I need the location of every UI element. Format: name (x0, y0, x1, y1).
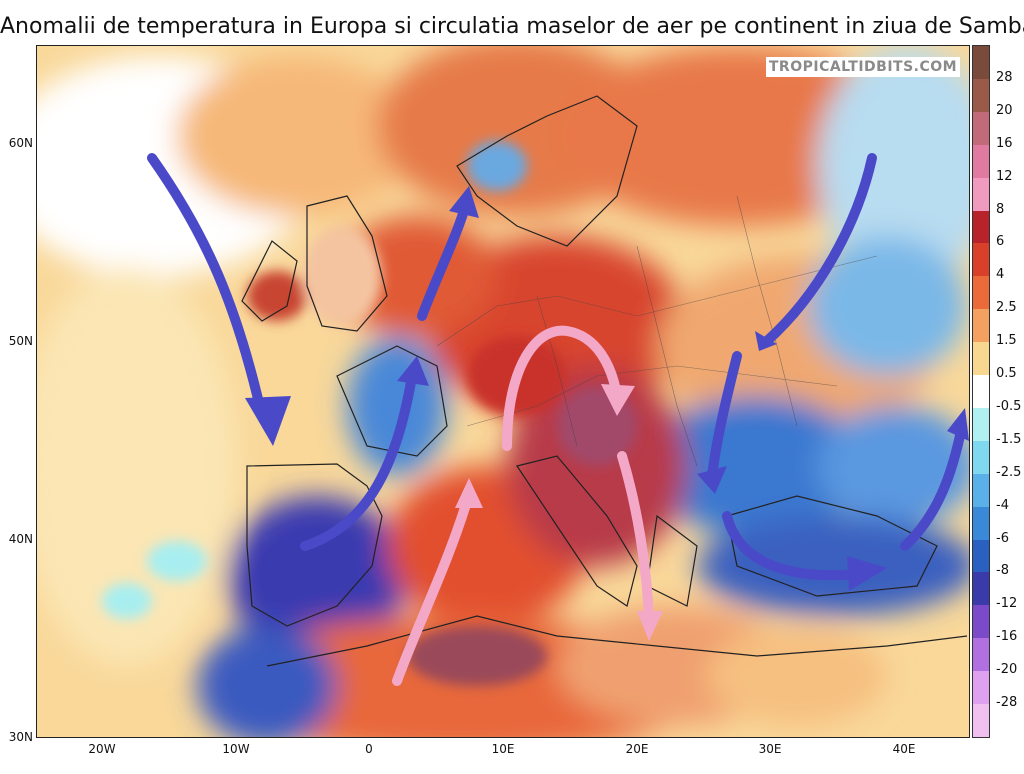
colorbar-label: -8 (996, 563, 1009, 579)
lon-label-40e: 40E (892, 742, 916, 756)
colorbar-label: -28 (996, 695, 1018, 711)
colorbar-label: 28 (996, 69, 1013, 85)
cold-arrow-balkans (707, 351, 742, 481)
cold-arrow-turkey (722, 511, 862, 581)
colorbar-segment (973, 671, 989, 705)
colorbar-label: -2.5 (996, 464, 1022, 480)
colorbar-label: -1.5 (996, 431, 1022, 447)
colorbar-segment (973, 78, 989, 113)
colorbar-segment (973, 46, 989, 80)
colorbar-label: 2.5 (996, 300, 1017, 316)
lat-label-30n: 30N (8, 730, 33, 744)
colorbar-segment (973, 440, 989, 475)
colorbar-label: 12 (996, 168, 1013, 184)
lat-label-50n: 50N (8, 334, 33, 348)
lat-label-40n: 40N (8, 532, 33, 546)
cold-arrow-caucasus (900, 421, 967, 551)
colorbar-label: -4 (996, 497, 1009, 513)
colorbar-label: -6 (996, 530, 1009, 546)
colorbar-label: -12 (996, 596, 1018, 612)
map-title: Anomalii de temperatura in Europa si cir… (0, 14, 1024, 39)
colorbar-segment (973, 473, 989, 508)
watermark-logo: TROPICALTIDBITS.COM (766, 57, 960, 77)
colorbar-segment (973, 342, 989, 376)
warm-arrow-heads (455, 384, 663, 641)
lon-label-30e: 30E (758, 742, 782, 756)
lon-label-20e: 20E (625, 742, 649, 756)
colorbar-segment (973, 407, 989, 442)
warm-arrow-sahara (392, 496, 472, 686)
borders (436, 195, 878, 467)
colorbar-label: -0.5 (996, 398, 1022, 414)
colorbar-label: 1.5 (996, 333, 1017, 349)
colorbar-segment (973, 210, 989, 244)
colorbar-segment (973, 539, 989, 573)
colorbar-label: 6 (996, 234, 1005, 250)
cold-arrow-iberia (300, 371, 417, 551)
colorbar-label: 0.5 (996, 366, 1017, 382)
colorbar-segment (973, 144, 989, 179)
warm-arrow-alps (502, 325, 622, 451)
colorbar-segment (973, 638, 989, 672)
warm-air-arrows (392, 325, 654, 686)
cold-arrow-heads (245, 186, 969, 591)
colorbar-segment (973, 309, 989, 343)
colorbar-segment (973, 177, 989, 211)
coastlines (241, 95, 968, 667)
colorbar-segment (973, 605, 989, 639)
colorbar-segment (973, 276, 989, 310)
colorbar-segment (973, 111, 989, 146)
colorbar-segment (973, 572, 989, 606)
colorbar-segment (973, 375, 989, 409)
colorbar-label: 4 (996, 267, 1005, 283)
warm-arrow-adriatic (617, 451, 654, 626)
colorbar-label: -20 (996, 662, 1018, 678)
lon-label-20w: 20W (88, 742, 116, 756)
colorbar-segment (973, 243, 989, 277)
colorbar-label: 16 (996, 135, 1013, 151)
colorbar-label: 20 (996, 102, 1013, 118)
map-canvas (37, 46, 969, 737)
cold-arrow-russia (762, 153, 877, 346)
colorbar-segment (973, 506, 989, 541)
colorbar-label: 8 (996, 201, 1005, 217)
colorbar (972, 45, 990, 738)
lon-label-10w: 10W (222, 742, 250, 756)
lat-label-60n: 60N (8, 136, 33, 150)
cold-arrow-atlantic (147, 153, 267, 421)
colorbar-segment (973, 704, 989, 738)
lon-label-10e: 10E (491, 742, 515, 756)
lon-label-0: 0 (365, 742, 373, 756)
colorbar-label: -16 (996, 629, 1018, 645)
temperature-anomaly-map (36, 45, 970, 738)
